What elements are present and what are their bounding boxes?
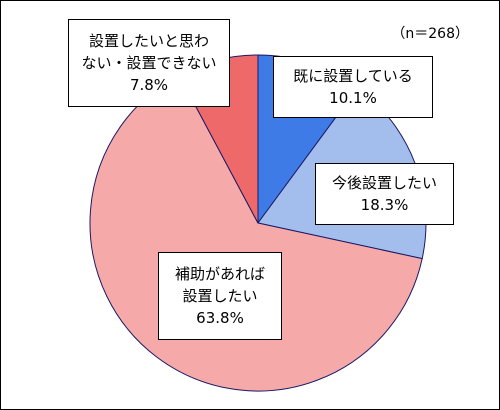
label-existing-text: 既に設置している xyxy=(293,67,413,85)
label-subsidy-text-1: 補助があれば xyxy=(174,265,265,283)
label-future: 今後設置したい 18.3% xyxy=(315,163,454,225)
label-future-text: 今後設置したい xyxy=(331,174,437,192)
label-not-planned-value: 7.8% xyxy=(129,76,169,94)
label-future-value: 18.3% xyxy=(360,196,409,214)
label-subsidy-text-2: 設置したい xyxy=(182,287,258,305)
label-not-planned: 設置したいと思わ ない・設置できない 7.8% xyxy=(68,19,230,107)
sample-size-note: （n＝268） xyxy=(391,26,469,42)
label-existing-value: 10.1% xyxy=(329,89,377,107)
label-existing: 既に設置している 10.1% xyxy=(273,56,433,118)
label-not-planned-text-1: 設置したいと思わ xyxy=(88,32,209,50)
label-subsidy: 補助があれば 設置したい 63.8% xyxy=(158,252,282,340)
label-subsidy-value: 63.8% xyxy=(196,309,244,327)
label-not-planned-text-2: ない・設置できない xyxy=(81,54,217,72)
